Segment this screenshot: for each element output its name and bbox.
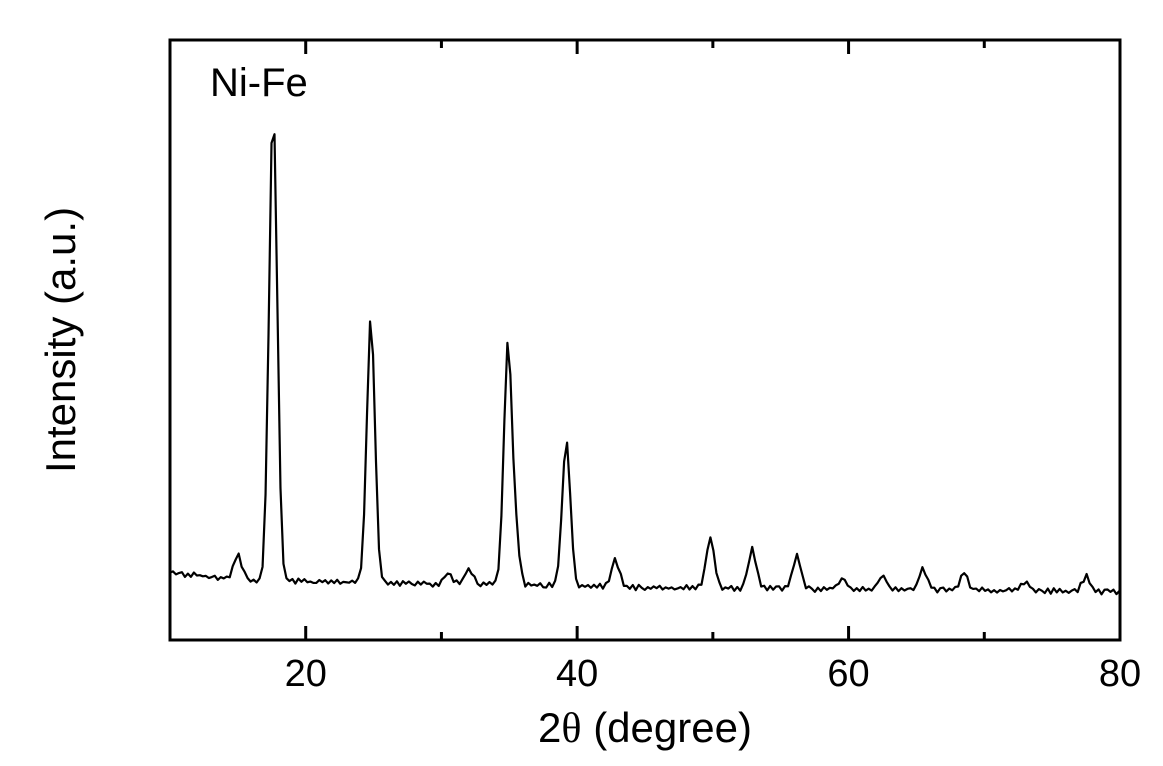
x-tick-label: 60 [827,653,869,695]
y-axis-label: Intensity (a.u.) [37,207,84,473]
x-tick-label: 40 [556,653,598,695]
xrd-chart: 20 40 60 80 2θ (degree) Intensity (a.u.) Ni-Fe [0,0,1163,766]
x-tick-label: 80 [1099,653,1141,695]
x-axis-label: 2θ (degree) [538,704,752,752]
x-tick-label: 20 [285,653,327,695]
chart-inset-title: Ni-Fe [210,61,308,105]
chart-svg: 20 40 60 80 2θ (degree) Intensity (a.u.) Ni-Fe [0,0,1163,766]
